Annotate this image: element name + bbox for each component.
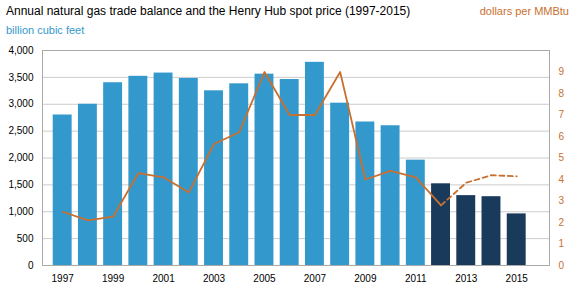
svg-text:5: 5 (559, 152, 565, 163)
svg-text:1997: 1997 (52, 273, 75, 284)
html-text:Annual natural gas trade balan: Annual natural gas trade balance and the… (6, 4, 411, 18)
svg-text:2001: 2001 (152, 273, 175, 284)
svg-text:2011: 2011 (405, 273, 427, 284)
svg-text:2,500: 2,500 (8, 125, 33, 136)
svg-text:4: 4 (559, 174, 565, 185)
svg-text:3: 3 (559, 195, 565, 206)
svg-text:0: 0 (28, 260, 34, 271)
svg-text:3,000: 3,000 (8, 98, 33, 109)
svg-text:3,500: 3,500 (8, 72, 33, 83)
svg-text:2: 2 (559, 217, 565, 228)
svg-text:2009: 2009 (354, 273, 377, 284)
svg-text:4,000: 4,000 (8, 45, 33, 56)
svg-text:1: 1 (559, 238, 565, 249)
svg-text:8: 8 (559, 88, 565, 99)
svg-text:9: 9 (559, 66, 565, 77)
svg-text:2003: 2003 (203, 273, 226, 284)
svg-text:1,000: 1,000 (8, 206, 33, 217)
svg-text:2005: 2005 (253, 273, 276, 284)
svg-text:2015: 2015 (506, 273, 529, 284)
svg-text:500: 500 (17, 233, 34, 244)
svg-text:2,000: 2,000 (8, 152, 33, 163)
svg-text:7: 7 (559, 109, 565, 120)
svg-text:0: 0 (559, 260, 565, 271)
html-text:billion cubic feet: billion cubic feet (6, 24, 85, 36)
svg-text:2013: 2013 (455, 273, 478, 284)
svg-text:6: 6 (559, 131, 565, 142)
svg-text:2007: 2007 (304, 273, 327, 284)
svg-text:1,500: 1,500 (8, 179, 33, 190)
svg-text:1999: 1999 (102, 273, 125, 284)
html-text:dollars per MMBtu: dollars per MMBtu (479, 5, 569, 17)
